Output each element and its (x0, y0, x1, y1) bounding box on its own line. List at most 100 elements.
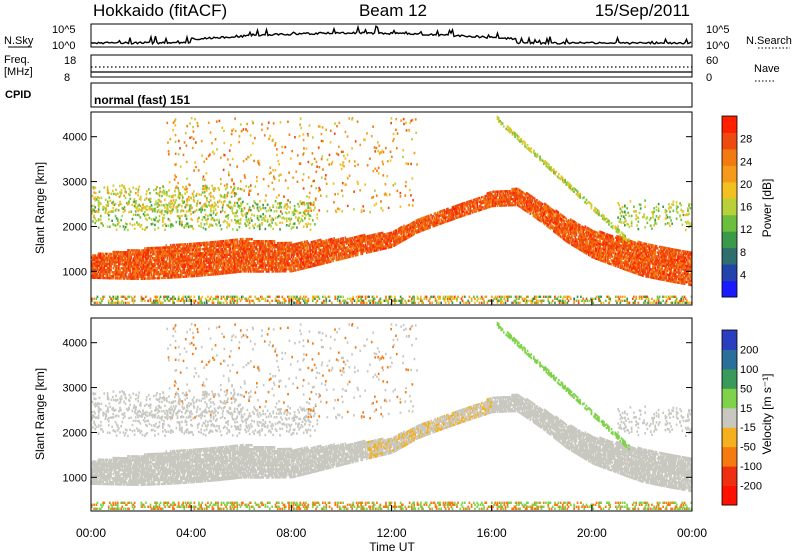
power-cell (329, 260, 332, 263)
power-cell (267, 266, 270, 269)
power-cell (290, 270, 293, 273)
power-cell (359, 241, 361, 244)
power-cell (94, 301, 97, 304)
power-cell (113, 265, 116, 268)
power-cell (157, 260, 160, 264)
power-cell (409, 224, 412, 228)
power-cell (367, 239, 369, 242)
power-cell (208, 269, 210, 272)
power-cell (109, 260, 111, 264)
power-cell (304, 248, 306, 252)
power-cell (131, 259, 134, 262)
power-cell (183, 271, 186, 274)
power-cell (157, 274, 160, 278)
power-cell (326, 247, 329, 250)
power-cell (226, 261, 228, 265)
power-cell (438, 301, 440, 304)
power-cell (398, 241, 401, 244)
power-cell (345, 254, 348, 257)
power-cell (129, 253, 131, 256)
power-cell (444, 220, 447, 223)
power-cell (360, 244, 362, 248)
power-cell (267, 242, 270, 245)
power-cell (166, 266, 169, 269)
power-cell (300, 245, 303, 248)
power-cell (444, 216, 447, 219)
power-cell (192, 258, 195, 262)
power-cell (110, 268, 112, 272)
power-cell (373, 237, 376, 240)
power-cell (335, 242, 338, 246)
power-cell (123, 267, 126, 270)
power-cell (266, 258, 269, 261)
power-cell (251, 264, 253, 267)
power-cell (129, 269, 131, 272)
power-cell (245, 216, 248, 219)
power-cell (338, 240, 341, 243)
power-cell (113, 258, 116, 262)
power-cell (244, 266, 246, 269)
power-cell (320, 248, 323, 251)
power-cell (281, 221, 284, 224)
power-cell (146, 259, 148, 262)
power-cell (103, 272, 106, 276)
power-cell (458, 213, 461, 217)
power-cell (287, 249, 289, 253)
power-cell (173, 301, 175, 304)
power-cell (203, 274, 206, 277)
power-cell (123, 255, 126, 258)
power-cell (202, 272, 205, 275)
power-cell (467, 212, 470, 216)
power-cell (257, 270, 260, 273)
power-cell (221, 264, 224, 267)
power-cell (267, 240, 270, 243)
power-cell (233, 301, 235, 304)
power-cell (175, 270, 178, 273)
power-cell (443, 210, 446, 214)
power-cell (441, 215, 444, 219)
power-cell (150, 273, 153, 276)
power-cell (444, 218, 447, 221)
power-cell (390, 231, 393, 234)
power-cell (183, 265, 186, 268)
power-cell (245, 262, 248, 265)
power-cell (169, 266, 172, 269)
power-cell (340, 245, 342, 249)
power-cell (204, 218, 207, 221)
power-cell (492, 196, 494, 200)
power-cell (456, 210, 458, 213)
power-cell (493, 202, 495, 206)
power-cell (131, 273, 134, 276)
power-cell (418, 230, 421, 233)
power-cell (141, 269, 144, 272)
power-cell (165, 203, 168, 206)
power-cell (405, 231, 408, 234)
power-cell (506, 202, 509, 205)
power-cell (247, 240, 250, 243)
power-cell (183, 255, 186, 258)
power-cell (274, 254, 277, 257)
power-cell (307, 222, 310, 225)
power-cell (266, 264, 269, 267)
power-cell (474, 301, 476, 304)
power-cell (243, 270, 245, 273)
power-cell (300, 247, 303, 250)
power-cell (403, 226, 405, 229)
power-cell (295, 263, 297, 266)
power-cell (314, 264, 316, 267)
power-cell (186, 261, 189, 264)
power-cell (473, 198, 475, 202)
power-cell (242, 243, 244, 247)
power-cell (213, 242, 216, 246)
power-cell (104, 258, 107, 262)
power-cell (154, 269, 156, 272)
power-cell (308, 243, 311, 246)
power-cell (120, 257, 122, 260)
power-cell (236, 228, 239, 231)
power-cell (390, 233, 393, 236)
power-cell (225, 270, 227, 273)
power-cell (355, 241, 358, 245)
power-cell (230, 271, 233, 274)
power-cell (212, 251, 215, 254)
power-cell (288, 262, 290, 265)
